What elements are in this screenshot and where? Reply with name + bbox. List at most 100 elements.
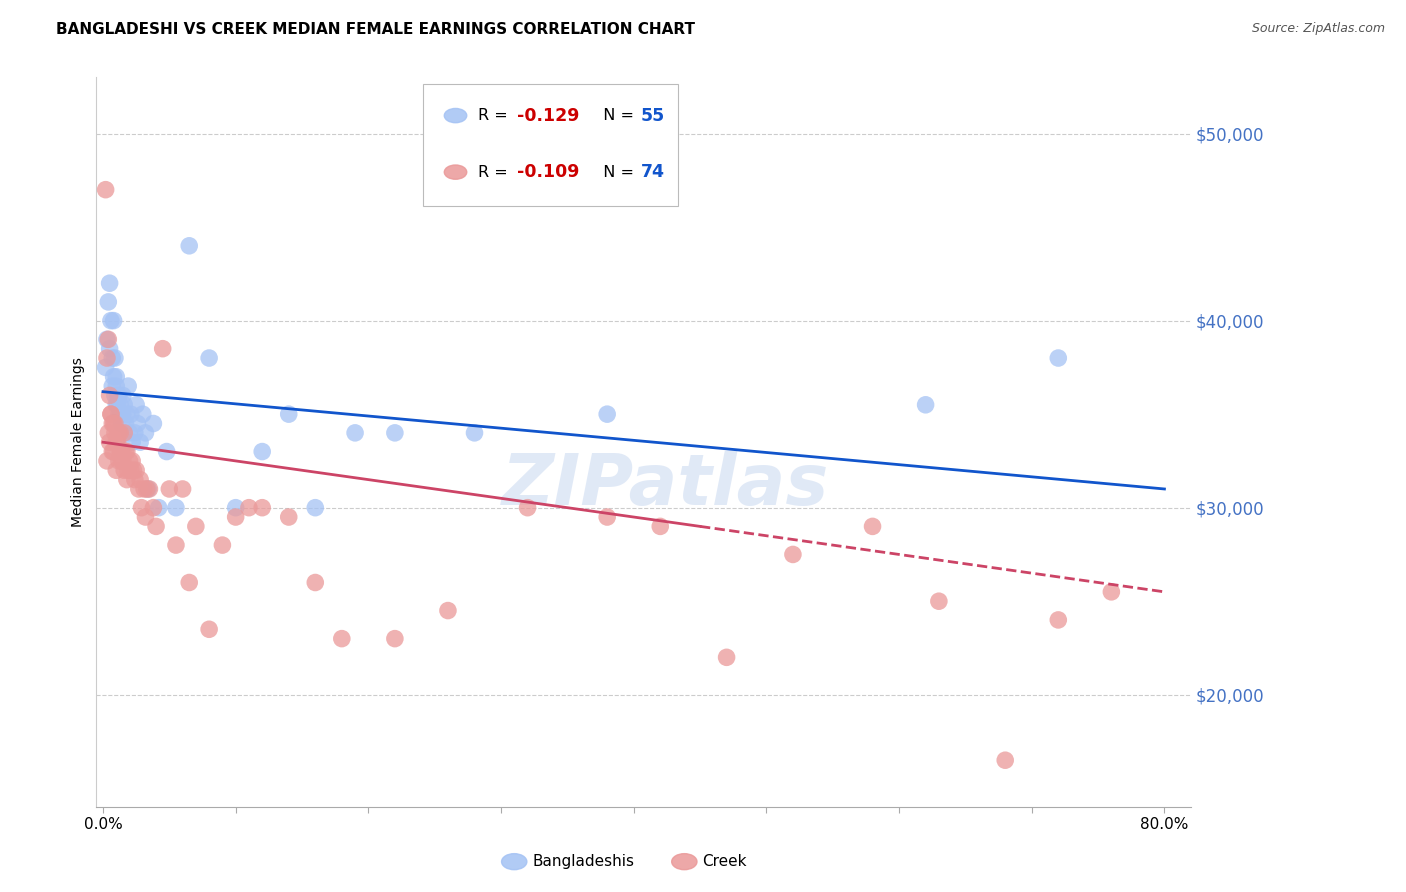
Point: [101, 351, 124, 365]
Point: [134, 482, 156, 496]
Point: [304, 500, 326, 515]
Point: [111, 407, 134, 421]
Point: [115, 444, 138, 458]
Point: [98, 388, 121, 402]
Point: [650, 519, 672, 533]
Text: -0.109: -0.109: [517, 163, 579, 181]
Point: [156, 444, 179, 458]
Point: [110, 425, 132, 440]
Point: [96, 351, 118, 365]
Point: [110, 454, 132, 468]
Point: [596, 510, 619, 524]
Point: [250, 444, 273, 458]
Point: [138, 482, 160, 496]
Point: [157, 482, 180, 496]
Point: [127, 417, 149, 431]
Point: [110, 407, 132, 421]
Point: [103, 444, 125, 458]
Point: [112, 463, 135, 477]
Text: -0.129: -0.129: [517, 106, 579, 125]
Text: R =: R =: [478, 165, 513, 179]
Point: [108, 388, 131, 402]
Point: [344, 425, 367, 440]
Point: [111, 454, 134, 468]
Text: Source: ZipAtlas.com: Source: ZipAtlas.com: [1251, 22, 1385, 36]
Point: [114, 417, 136, 431]
Point: [198, 351, 221, 365]
Point: [107, 435, 129, 450]
Point: [516, 500, 538, 515]
Point: [782, 548, 804, 562]
Point: [103, 369, 125, 384]
Point: [98, 276, 121, 290]
Text: Creek: Creek: [703, 855, 747, 869]
Text: 74: 74: [641, 163, 665, 181]
Point: [596, 407, 619, 421]
Point: [108, 425, 131, 440]
Point: [107, 425, 129, 440]
Point: [94, 360, 117, 375]
Point: [131, 500, 153, 515]
Point: [98, 435, 121, 450]
Point: [112, 425, 135, 440]
Point: [179, 575, 201, 590]
Point: [115, 407, 138, 421]
Point: [110, 444, 132, 458]
Point: [145, 519, 167, 533]
Text: BANGLADESHI VS CREEK MEDIAN FEMALE EARNINGS CORRELATION CHART: BANGLADESHI VS CREEK MEDIAN FEMALE EARNI…: [56, 22, 695, 37]
Text: ZIPatlas: ZIPatlas: [502, 451, 830, 521]
Point: [108, 407, 131, 421]
Point: [117, 379, 139, 393]
Point: [108, 454, 131, 468]
Point: [111, 444, 134, 458]
Point: [110, 417, 132, 431]
Point: [179, 239, 201, 253]
Point: [121, 435, 143, 450]
Point: [107, 388, 129, 402]
Point: [114, 444, 136, 458]
Point: [716, 650, 738, 665]
Point: [120, 407, 142, 421]
Point: [1047, 351, 1070, 365]
Point: [97, 294, 120, 309]
Point: [97, 332, 120, 346]
Point: [129, 473, 152, 487]
Point: [148, 500, 170, 515]
Point: [862, 519, 884, 533]
Point: [250, 500, 273, 515]
Text: Bangladeshis: Bangladeshis: [533, 855, 634, 869]
Point: [120, 463, 142, 477]
Point: [96, 332, 118, 346]
Point: [101, 444, 124, 458]
Point: [134, 425, 156, 440]
Point: [105, 379, 128, 393]
Point: [152, 342, 174, 356]
Point: [134, 510, 156, 524]
Point: [914, 398, 936, 412]
Point: [125, 463, 148, 477]
Point: [136, 482, 159, 496]
Point: [211, 538, 233, 552]
Point: [94, 183, 117, 197]
Point: [124, 473, 146, 487]
Point: [105, 369, 128, 384]
Text: N =: N =: [593, 165, 640, 179]
Point: [117, 463, 139, 477]
Point: [384, 425, 406, 440]
Point: [110, 444, 132, 458]
Point: [121, 454, 143, 468]
Point: [198, 622, 221, 636]
Point: [96, 454, 118, 468]
Point: [111, 388, 134, 402]
Text: R =: R =: [478, 108, 513, 123]
Point: [104, 425, 127, 440]
Point: [101, 379, 124, 393]
Point: [104, 388, 127, 402]
Point: [994, 753, 1017, 767]
Point: [118, 454, 141, 468]
Point: [122, 463, 145, 477]
Point: [1047, 613, 1070, 627]
Point: [110, 407, 132, 421]
Point: [104, 351, 127, 365]
Point: [225, 510, 247, 524]
